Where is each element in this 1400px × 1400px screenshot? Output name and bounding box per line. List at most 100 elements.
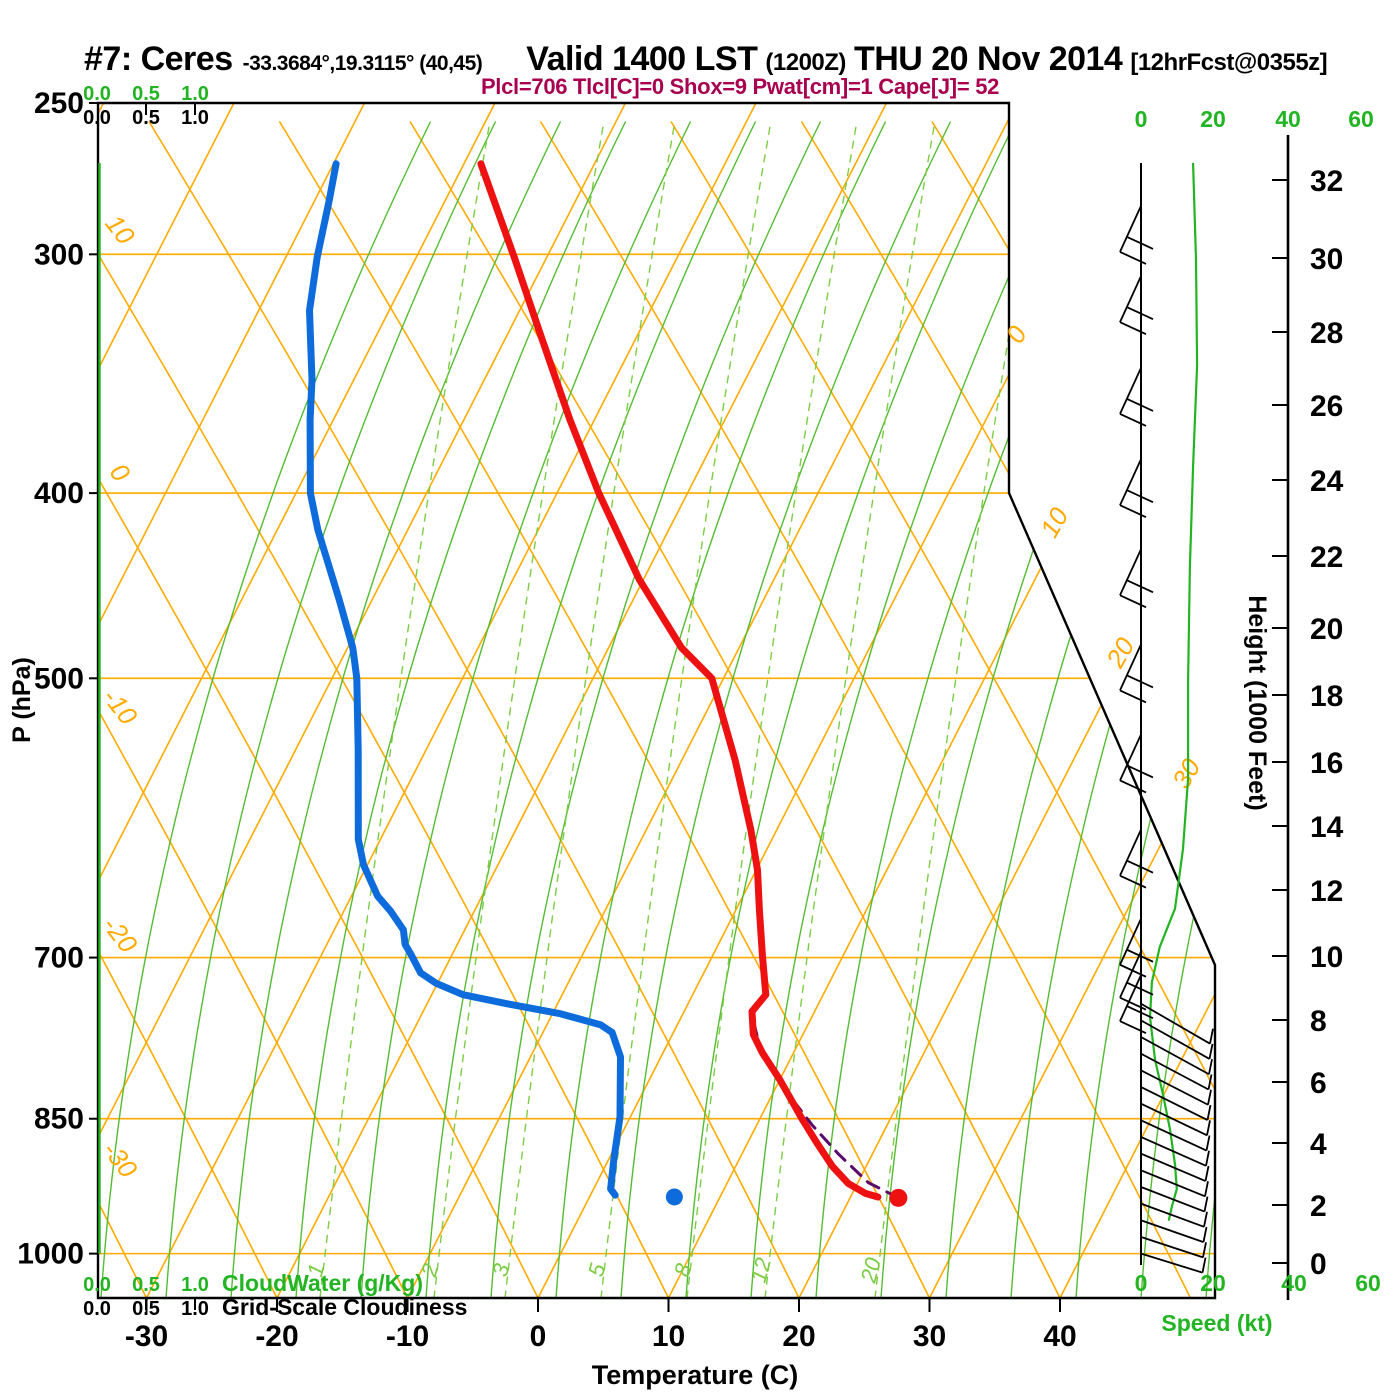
parcel-path xyxy=(749,1008,900,1200)
mixing-ratio-label: 8 xyxy=(669,1260,697,1279)
temperature-surface-dot xyxy=(889,1188,908,1207)
dry-adiabat-label: -10 xyxy=(97,682,144,731)
mixing-ratio-lines xyxy=(319,121,1046,1298)
temperature-tick-label: 10 xyxy=(652,1320,685,1353)
speed-tick-bottom: 0 xyxy=(1135,1270,1148,1296)
valid-time-utc: (1200Z) xyxy=(765,49,846,76)
height-tick-label: 10 xyxy=(1310,941,1343,974)
temperature-tick-label: 20 xyxy=(782,1320,815,1353)
pressure-tick-label: 400 xyxy=(34,477,84,510)
temperature-tick-label: -30 xyxy=(125,1320,168,1353)
pressure-tick-label: 250 xyxy=(34,87,84,120)
cloudiness-scale-top: 0.5 xyxy=(132,107,160,129)
cloudiness-scale-bottom: 0.5 xyxy=(132,1298,160,1320)
speed-tick-bottom: 40 xyxy=(1281,1270,1307,1296)
height-tick-label: 24 xyxy=(1310,465,1344,498)
cloud-scales: 0.00.00.00.00.50.50.50.51.01.01.01.0Clou… xyxy=(83,83,467,1320)
pressure-tick-label: 500 xyxy=(34,662,84,695)
mixing-ratio-label: 12 xyxy=(746,1255,776,1285)
temperature-tick-label: 30 xyxy=(913,1320,946,1353)
mixing-ratio-label: 5 xyxy=(583,1260,611,1279)
temperature-tick-label: -20 xyxy=(255,1320,298,1353)
station-coords: -33.3684°,19.3115° (40,45) xyxy=(242,52,483,75)
valid-time-main: Valid 1400 LST xyxy=(526,40,758,78)
height-tick-label: 30 xyxy=(1310,243,1343,276)
isotherm-label: 10 xyxy=(1034,502,1075,543)
speed-tick-bottom: 60 xyxy=(1355,1270,1381,1296)
height-tick-label: 22 xyxy=(1310,541,1343,574)
pressure-tick-label: 700 xyxy=(34,942,84,975)
cloudwater-scale-top: 0.5 xyxy=(132,83,160,105)
speed-tick-bottom: 20 xyxy=(1200,1270,1226,1296)
dry-adiabat-label: 10 xyxy=(99,209,141,251)
mixing-ratio-label: 2 xyxy=(416,1261,444,1280)
isotherm-label: 20 xyxy=(1099,632,1140,673)
pressure-axis: 250 300 400 500 700 850 1000 P (hPa) xyxy=(8,87,98,1271)
plot-frame xyxy=(96,101,1217,1300)
sounding-stats: Plcl=706 Tlcl[C]=0 Shox=9 Pwat[cm]=1 Cap… xyxy=(480,74,1000,99)
temperature-axis-title: Temperature (C) xyxy=(592,1360,799,1390)
dewpoint-curve xyxy=(306,160,624,1199)
height-tick-label: 28 xyxy=(1310,317,1343,350)
temperature-tick-label: 0 xyxy=(530,1320,547,1353)
gridscale-legend: Grid-Scale Cloudiness xyxy=(222,1294,467,1320)
isobar-lines xyxy=(98,253,1215,1255)
height-tick-label: 20 xyxy=(1310,613,1343,646)
cloudwater-legend: CloudWater (g/Kg) xyxy=(222,1270,423,1296)
height-tick-label: 18 xyxy=(1310,680,1343,713)
grid-lines xyxy=(98,103,1215,1298)
height-tick-label: 12 xyxy=(1310,875,1343,908)
cloudiness-scale-bottom: 0.0 xyxy=(83,1298,111,1320)
height-tick-label: 8 xyxy=(1310,1005,1327,1038)
speed-tick-top: 60 xyxy=(1348,106,1374,132)
pressure-tick-label: 1000 xyxy=(17,1238,84,1271)
temperature-tick-label: 40 xyxy=(1043,1320,1076,1353)
height-tick-label: 6 xyxy=(1310,1067,1327,1100)
speed-tick-top: 0 xyxy=(1135,106,1148,132)
dry-adiabat-label: 0 xyxy=(104,458,137,488)
height-tick-label: 32 xyxy=(1310,165,1343,198)
cloudwater-scale-top: 1.0 xyxy=(181,83,209,105)
height-tick-label: 14 xyxy=(1310,811,1344,844)
dry-adiabat-label: -30 xyxy=(97,1135,144,1184)
height-axis-title: Height (1000 Feet) xyxy=(1243,595,1271,810)
temperature-curve xyxy=(477,160,882,1201)
dry-adiabat-label: -20 xyxy=(97,910,144,959)
cloudwater-scale-bottom: 0.5 xyxy=(132,1274,160,1296)
pressure-tick-label: 850 xyxy=(34,1103,84,1136)
height-tick-label: 16 xyxy=(1310,747,1343,780)
temperature-tick-label: -10 xyxy=(386,1320,429,1353)
dry-adiabat-lines xyxy=(98,121,1215,1298)
cloudwater-scale-top: 0.0 xyxy=(83,83,111,105)
cloudwater-scale-bottom: 1.0 xyxy=(181,1274,209,1296)
title-bar: #7: Ceres -33.3684°,19.3115° (40,45) Val… xyxy=(84,40,1384,79)
wind-speed-profile xyxy=(1148,162,1199,1221)
speed-tick-top: 40 xyxy=(1275,106,1301,132)
speed-tick-top: 20 xyxy=(1200,106,1226,132)
pressure-axis-title: P (hPa) xyxy=(8,657,36,743)
cloudiness-scale-top: 0.0 xyxy=(83,107,111,129)
surface-dots xyxy=(665,1188,908,1207)
height-tick-label: 4 xyxy=(1310,1128,1327,1161)
cloudwater-scale-bottom: 0.0 xyxy=(83,1274,111,1296)
forecast-tag: [12hrFcst@0355z] xyxy=(1130,49,1328,76)
cloudiness-scale-bottom: 1.0 xyxy=(181,1298,209,1320)
speed-axis-title: Speed (kt) xyxy=(1161,1310,1272,1336)
station-title: #7: Ceres xyxy=(84,40,233,78)
pressure-tick-label: 300 xyxy=(34,238,84,271)
mixing-ratio-label: 3 xyxy=(487,1260,515,1279)
isotherm-label: 0 xyxy=(1000,320,1033,348)
valid-date: THU 20 Nov 2014 xyxy=(853,40,1123,78)
wind-barbs xyxy=(1119,205,1214,1274)
dewpoint-surface-dot xyxy=(665,1188,683,1206)
height-tick-label: 0 xyxy=(1310,1248,1327,1281)
cloudiness-scale-top: 1.0 xyxy=(181,107,209,129)
height-tick-label: 2 xyxy=(1310,1190,1327,1223)
height-tick-label: 26 xyxy=(1310,390,1343,423)
